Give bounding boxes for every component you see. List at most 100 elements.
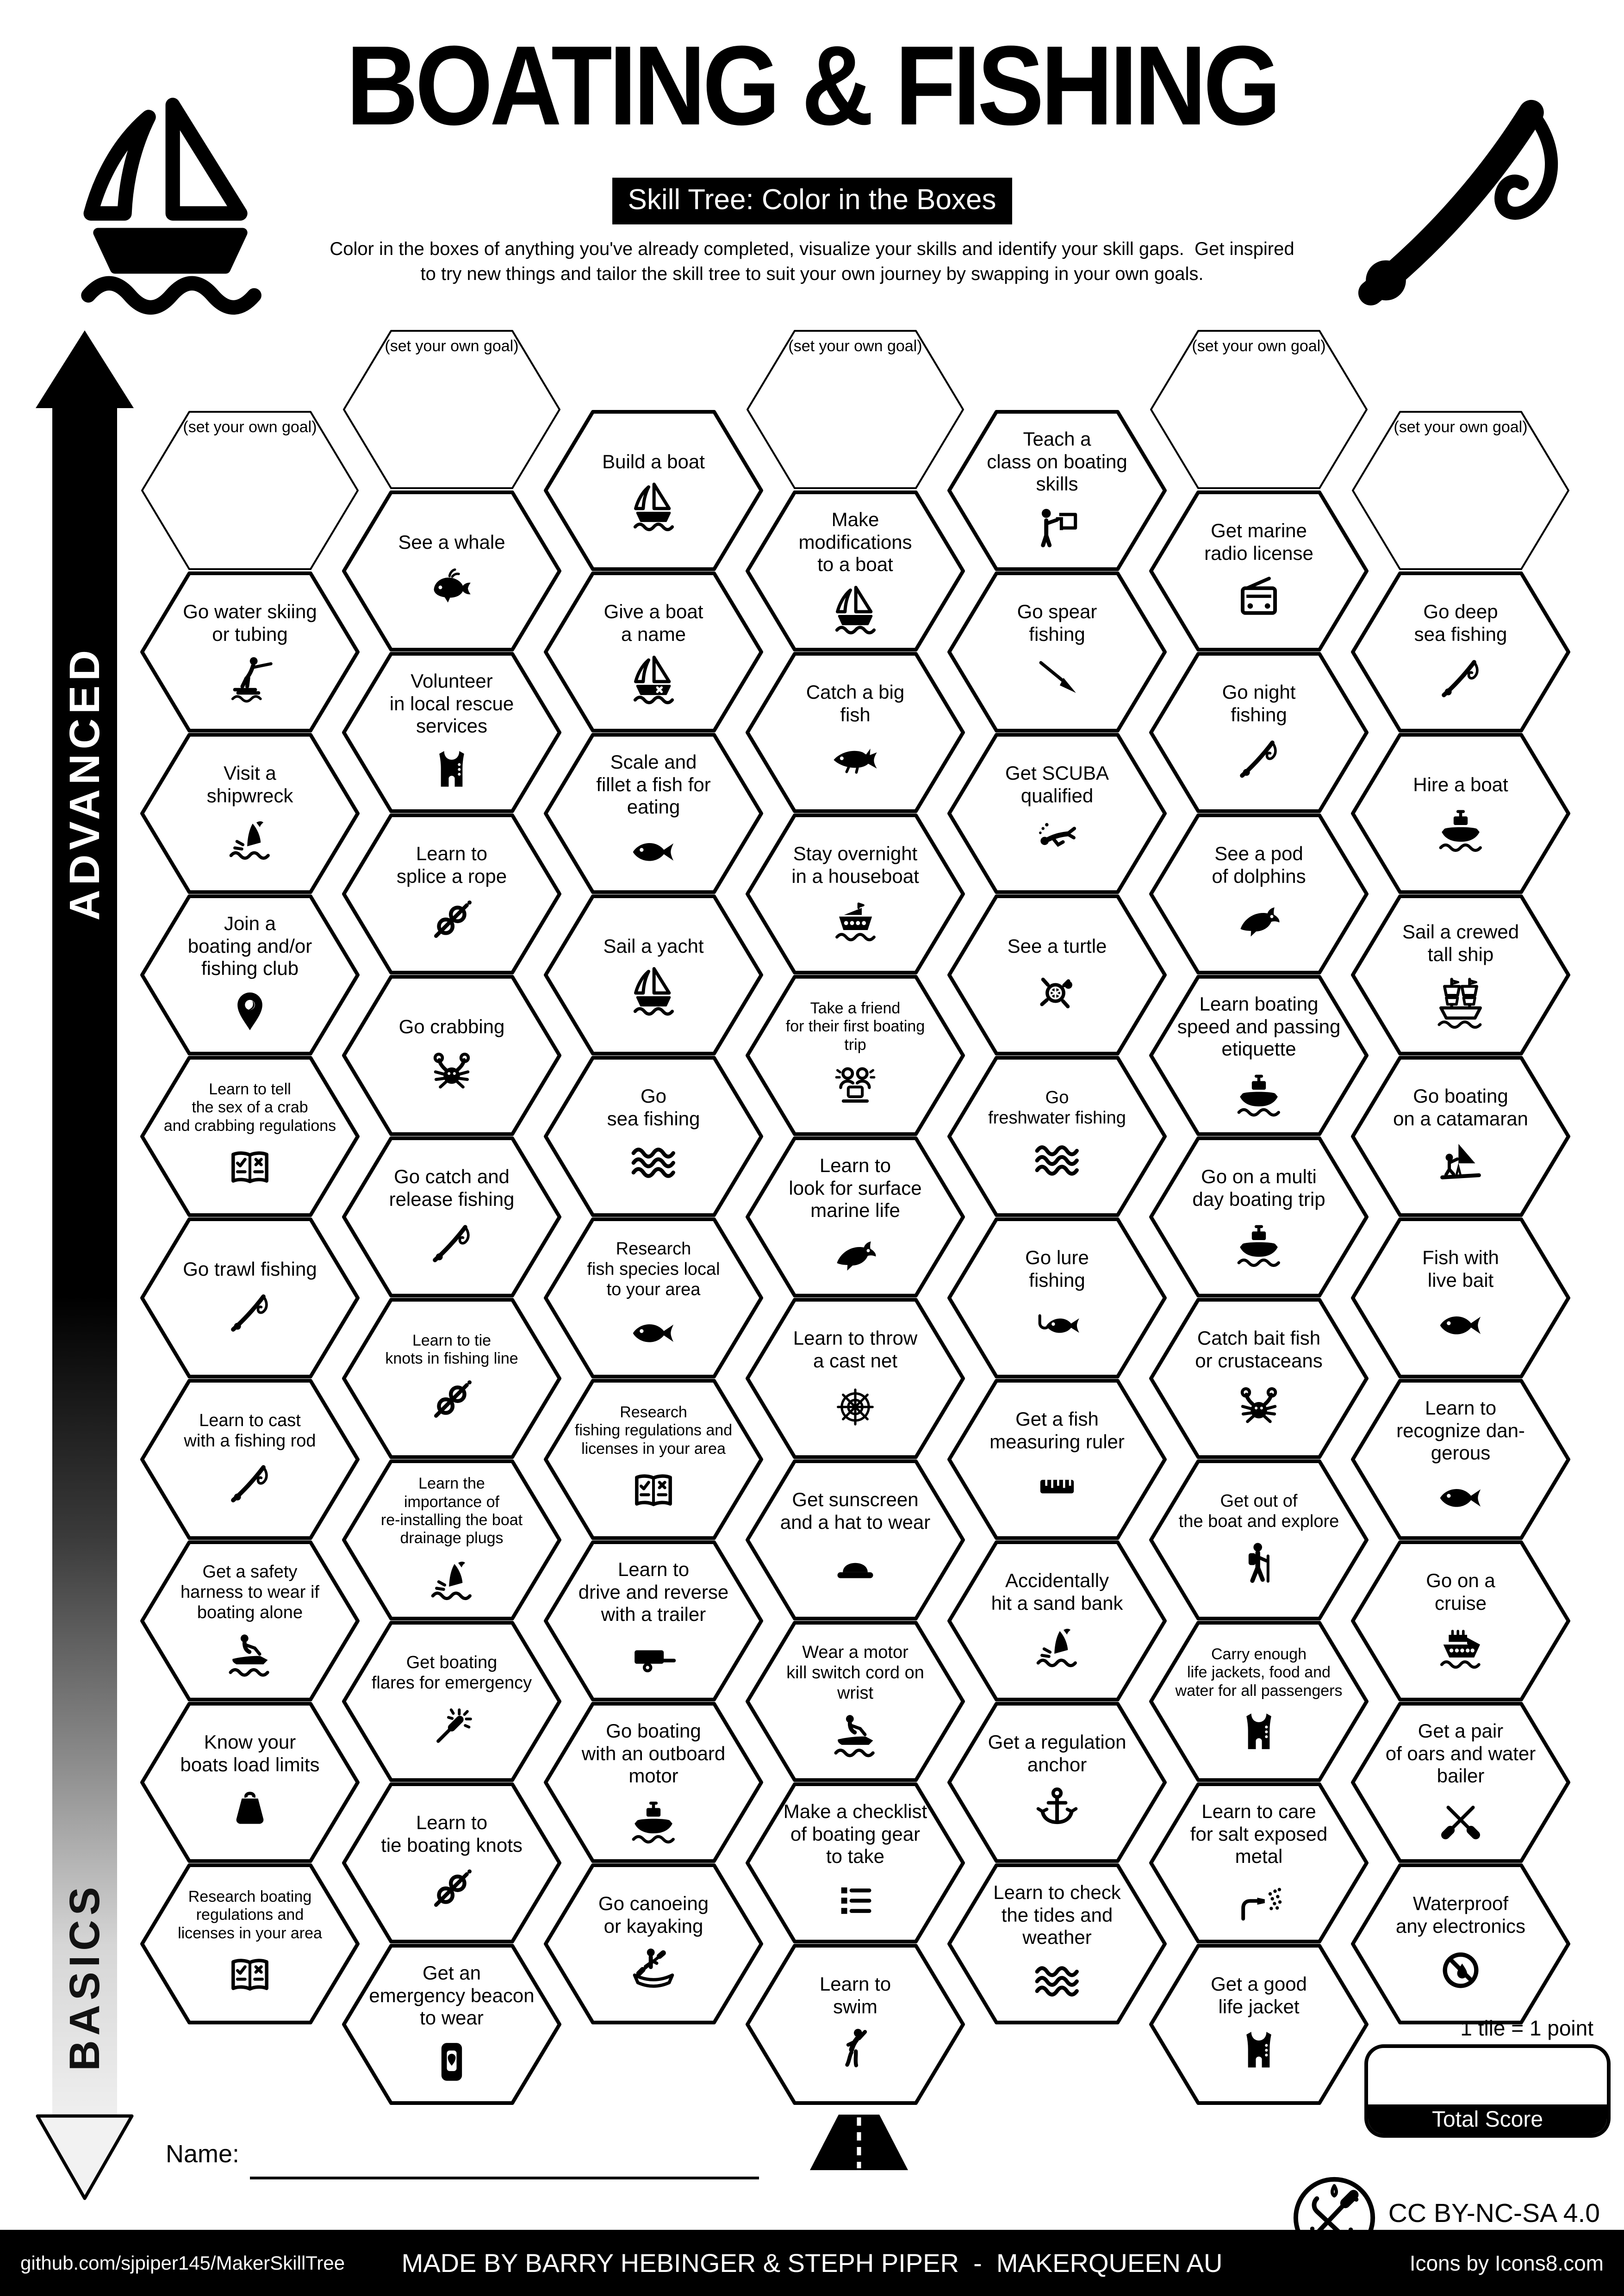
hex-tile[interactable]: Hire a boat — [1350, 732, 1571, 895]
hex-tile[interactable]: Learn to cast with a fishing rod — [139, 1378, 361, 1541]
hex-tile[interactable]: Carry enough life jackets, food and wate… — [1148, 1620, 1369, 1783]
hex-label: Get a safety harness to wear if boating … — [180, 1562, 319, 1623]
hex-tile[interactable]: Learn to check the tides and weather — [946, 1862, 1168, 2025]
hex-tile[interactable]: (set your own goal) — [139, 409, 361, 572]
hex-tile[interactable]: Learn to throw a cast net — [745, 1297, 966, 1460]
footer-icons-credit: Icons by Icons8.com — [1409, 2251, 1604, 2275]
hex-label: Volunteer in local rescue services — [389, 670, 514, 737]
hexagon-outline — [342, 652, 561, 813]
hex-tile[interactable]: Visit a shipwreck — [139, 732, 361, 895]
hex-label: Join a boating and/or fishing club — [187, 912, 312, 980]
hex-tile[interactable]: Catch bait fish or crustaceans — [1148, 1297, 1369, 1460]
name-input-line[interactable] — [250, 2177, 759, 2179]
hex-tile[interactable]: Learn to tie boating knots — [341, 1781, 562, 1944]
hex-tile[interactable]: Fish with live bait — [1350, 1216, 1571, 1379]
hex-tile[interactable]: Learn to tie knots in fishing line — [341, 1297, 562, 1460]
hex-tile[interactable]: Waterproof any electronics — [1350, 1862, 1571, 2025]
hex-label: Go deep sea fishing — [1414, 601, 1507, 645]
hex-tile[interactable]: See a turtle — [946, 894, 1168, 1056]
hex-tile[interactable]: Get boating flares for emergency — [341, 1620, 562, 1783]
hex-tile[interactable]: Get a regulation anchor — [946, 1701, 1168, 1864]
hex-tile[interactable]: (set your own goal) — [1350, 409, 1571, 572]
hex-content: Learn to swim — [763, 1950, 947, 2099]
hex-tile[interactable]: Go trawl fishing — [139, 1216, 361, 1379]
hex-tile[interactable]: Get a fish measuring ruler — [946, 1378, 1168, 1541]
hex-tile[interactable]: Stay overnight in a houseboat — [745, 813, 966, 975]
hex-tile[interactable]: Learn to tell the sex of a crab and crab… — [139, 1055, 361, 1218]
hex-tile[interactable]: Get a good life jacket — [1148, 1943, 1369, 2106]
hex-tile[interactable]: Learn the importance of re-installing th… — [341, 1458, 562, 1621]
total-score-box[interactable]: Total Score — [1364, 2044, 1611, 2138]
hex-tile[interactable]: (set your own goal) — [745, 328, 966, 491]
hex-content: Go trawl fishing — [158, 1224, 342, 1373]
hex-tile[interactable]: Get a pair of oars and water bailer — [1350, 1701, 1571, 1864]
hex-label: See a turtle — [1007, 935, 1107, 957]
hex-tile[interactable]: See a pod of dolphins — [1148, 813, 1369, 975]
description-line-1: Color in the boxes of anything you've al… — [330, 239, 1294, 259]
hex-tile[interactable]: Build a boat — [543, 409, 764, 572]
hex-tile[interactable]: Accidentally hit a sand bank — [946, 1539, 1168, 1702]
hex-label: Learn to tell the sex of a crab and crab… — [163, 1080, 336, 1135]
hex-tile[interactable]: (set your own goal) — [1148, 328, 1369, 491]
hex-tile[interactable]: Research fishing regulations and license… — [543, 1378, 764, 1541]
hex-tile[interactable]: Get sunscreen and a hat to wear — [745, 1458, 966, 1621]
hex-tile[interactable]: Catch a big fish — [745, 651, 966, 814]
hex-tile[interactable]: Take a friend for their first boating tr… — [745, 974, 966, 1137]
hex-tile[interactable]: Learn to splice a rope — [341, 813, 562, 975]
hex-label: Get an emergency beacon to wear — [369, 1961, 535, 2029]
hexagon-outline — [544, 1540, 763, 1701]
hex-tile[interactable]: Learn boating speed and passing etiquett… — [1148, 974, 1369, 1137]
hex-tile[interactable]: Go on a multi day boating trip — [1148, 1136, 1369, 1298]
hex-tile[interactable]: Sail a yacht — [543, 894, 764, 1056]
hex-tile[interactable]: Sail a crewed tall ship — [1350, 894, 1571, 1056]
hex-tile[interactable]: Teach a class on boating skills — [946, 409, 1168, 572]
hex-label: Give a boat a name — [604, 601, 703, 645]
hex-tile[interactable]: Learn to care for salt exposed metal — [1148, 1781, 1369, 1944]
tile-note: 1 tile = 1 point — [1460, 2016, 1593, 2040]
description: Color in the boxes of anything you've al… — [0, 237, 1624, 286]
hex-tile[interactable]: Learn to recognize dan- gerous — [1350, 1378, 1571, 1541]
hex-tile[interactable]: Get marine radio license — [1148, 490, 1369, 652]
hex-tile[interactable]: Get a safety harness to wear if boating … — [139, 1539, 361, 1702]
hex-tile[interactable]: Volunteer in local rescue services — [341, 651, 562, 814]
hex-tile[interactable]: Make a checklist of boating gear to take — [745, 1781, 966, 1944]
hex-tile[interactable]: Get an emergency beacon to wear — [341, 1943, 562, 2106]
hex-tile[interactable]: Go crabbing — [341, 974, 562, 1137]
hex-tile[interactable]: Learn to look for surface marine life — [745, 1136, 966, 1298]
hex-tile[interactable]: Go lure fishing — [946, 1216, 1168, 1379]
hex-tile[interactable]: Go on a cruise — [1350, 1539, 1571, 1702]
hex-tile[interactable]: Go freshwater fishing — [946, 1055, 1168, 1218]
hex-tile[interactable]: Learn to swim — [745, 1943, 966, 2106]
hex-tile[interactable]: Go catch and release fishing — [341, 1136, 562, 1298]
hex-tile[interactable]: Wear a motor kill switch cord on wrist — [745, 1620, 966, 1783]
hex-content: Go catch and release fishing — [360, 1143, 544, 1292]
hexagon-outline — [947, 1217, 1167, 1378]
hex-tile[interactable]: Make modifications to a boat — [745, 490, 966, 652]
hex-label: Catch bait fish or crustaceans — [1195, 1327, 1323, 1371]
hex-tile[interactable]: Scale and fillet a fish for eating — [543, 732, 764, 895]
hex-tile[interactable]: Know your boats load limits — [139, 1701, 361, 1864]
hex-content: Join a boating and/or fishing club — [158, 901, 342, 1050]
hex-tile[interactable]: (set your own goal) — [341, 328, 562, 491]
hex-tile[interactable]: Go night fishing — [1148, 651, 1369, 814]
hex-label: Stay overnight in a houseboat — [791, 843, 919, 887]
hex-tile[interactable]: Join a boating and/or fishing club — [139, 894, 361, 1056]
hex-tile[interactable]: Go sea fishing — [543, 1055, 764, 1218]
hex-tile[interactable]: Get out of the boat and explore — [1148, 1458, 1369, 1621]
hex-tile[interactable]: Give a boat a name — [543, 571, 764, 733]
hex-label: Go trawl fishing — [183, 1258, 317, 1280]
hex-tile[interactable]: Go boating with an outboard motor — [543, 1701, 764, 1864]
hex-tile[interactable]: Go deep sea fishing — [1350, 571, 1571, 733]
hex-tile[interactable]: See a whale — [341, 490, 562, 652]
hex-tile[interactable]: Go spear fishing — [946, 571, 1168, 733]
hex-tile[interactable]: Go water skiing or tubing — [139, 571, 361, 733]
hex-content: Learn to splice a rope — [360, 820, 544, 969]
hex-tile[interactable]: Go boating on a catamaran — [1350, 1055, 1571, 1218]
canoe-icon — [628, 1944, 679, 1996]
hex-tile[interactable]: Research boating regulations and license… — [139, 1862, 361, 2025]
hex-tile[interactable]: Research fish species local to your area — [543, 1216, 764, 1379]
hex-tile[interactable]: Go canoeing or kayaking — [543, 1862, 764, 2025]
hex-tile[interactable]: Get SCUBA qualified — [946, 732, 1168, 895]
hex-tile[interactable]: Learn to drive and reverse with a traile… — [543, 1539, 764, 1702]
